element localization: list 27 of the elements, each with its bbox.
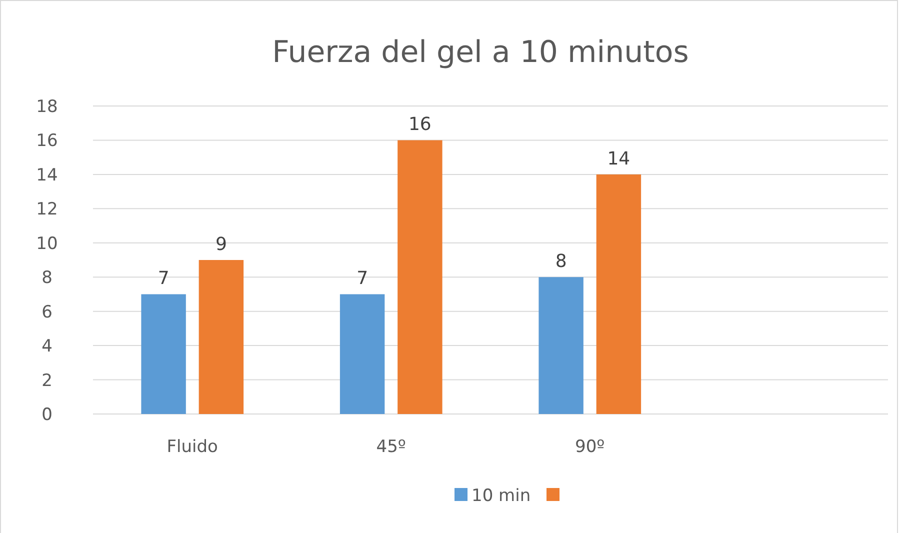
bar [141, 294, 186, 414]
bar [398, 140, 442, 414]
data-label: 8 [555, 251, 567, 272]
data-label: 9 [215, 234, 227, 255]
y-tick-label: 14 [36, 165, 58, 186]
y-tick-label: 2 [42, 370, 52, 391]
y-tick-label: 8 [42, 268, 52, 288]
legend-label: 10 min [472, 486, 531, 506]
data-label: 7 [158, 268, 170, 290]
data-label: 14 [607, 148, 630, 170]
data-label: 7 [356, 268, 368, 290]
y-tick-label: 12 [36, 200, 58, 220]
x-tick-label: Fluido [166, 437, 218, 457]
bar [538, 277, 584, 414]
y-tick-label: 10 [36, 234, 58, 254]
y-tick-label: 6 [42, 302, 52, 322]
bar [596, 174, 642, 414]
x-tick-label: 45º [376, 437, 406, 457]
chart-title: Fuerza del gel a 10 minutos [272, 35, 689, 70]
bar [340, 294, 385, 414]
bar [198, 260, 244, 414]
y-tick-label: 18 [36, 97, 58, 117]
y-tick-label: 16 [36, 131, 58, 152]
y-tick-label: 0 [42, 405, 52, 425]
data-label: 16 [408, 114, 432, 136]
y-tick-label: 4 [42, 336, 52, 357]
x-tick-label: 90º [575, 437, 605, 457]
